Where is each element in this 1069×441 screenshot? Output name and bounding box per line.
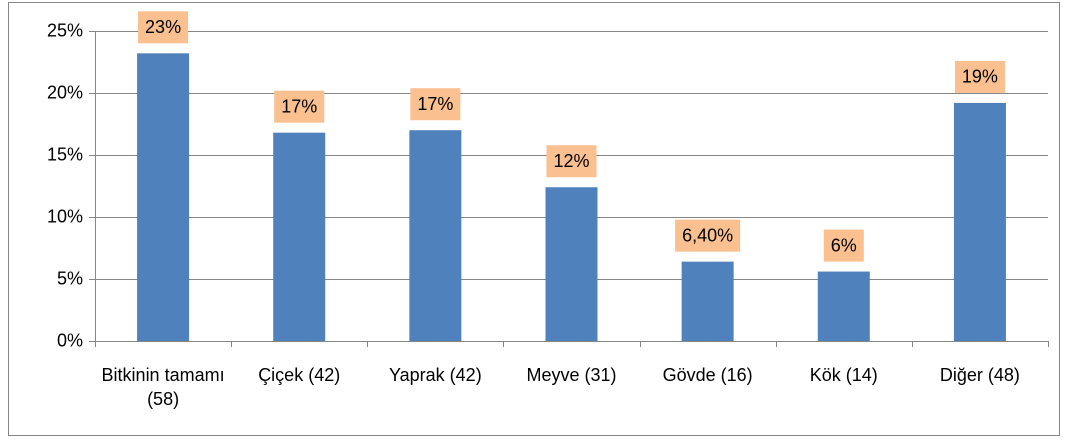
value-label-box <box>823 229 864 262</box>
y-tick-label: 5% <box>57 268 83 288</box>
y-tick-label: 10% <box>47 206 83 226</box>
bar <box>681 261 734 341</box>
bar <box>409 130 462 341</box>
value-label-box <box>546 145 597 178</box>
x-tick-label: Yaprak (42) <box>388 365 482 385</box>
bar <box>137 53 190 341</box>
value-label-box <box>410 88 461 121</box>
bar <box>817 271 870 341</box>
value-label: 6% <box>831 235 857 255</box>
bar <box>273 132 326 341</box>
value-label-box <box>954 60 1005 93</box>
value-label: 17% <box>281 96 317 116</box>
y-tick-label: 20% <box>47 82 83 102</box>
x-tick-label: Kök (14) <box>809 365 878 385</box>
bar <box>953 102 1006 341</box>
y-tick-label: 25% <box>47 20 83 40</box>
value-label: 12% <box>553 151 589 171</box>
value-label: 17% <box>417 94 453 114</box>
x-tick-label: Bitkinin tamamı (58) <box>101 365 225 409</box>
value-label-box <box>138 11 189 44</box>
value-label: 6,40% <box>682 225 733 245</box>
x-tick-label: Diğer (48) <box>939 365 1020 385</box>
x-tick-label: Gövde (16) <box>662 365 753 385</box>
value-label: 23% <box>145 17 181 37</box>
value-label-box <box>675 219 741 252</box>
value-label-box <box>274 90 325 123</box>
bar <box>545 187 598 341</box>
x-tick-label: Meyve (31) <box>526 365 617 385</box>
y-tick-label: 15% <box>47 144 83 164</box>
x-tick-label: Çiçek (42) <box>258 365 341 385</box>
value-label: 19% <box>962 67 998 87</box>
y-tick-label: 0% <box>57 330 83 350</box>
